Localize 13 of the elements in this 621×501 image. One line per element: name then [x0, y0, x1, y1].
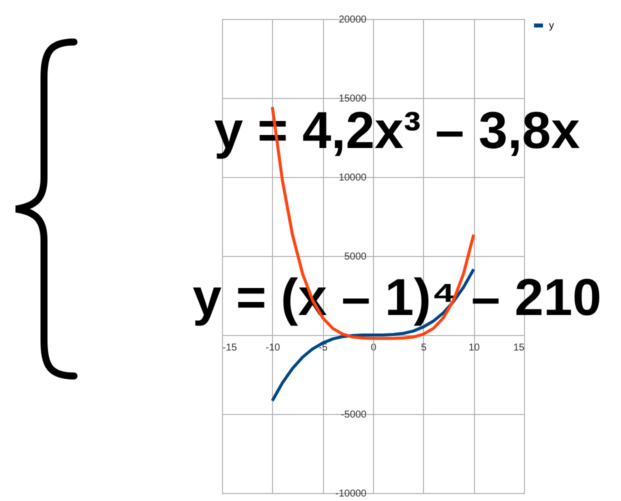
x-tick-label: -15	[222, 342, 238, 354]
x-tick-label: 5	[421, 342, 428, 354]
y-tick-label: 15000	[338, 94, 367, 104]
x-tick-label: 15	[513, 342, 525, 354]
y-tick-label: -5000	[340, 410, 367, 420]
y-tick-label: 10000	[338, 172, 367, 184]
y-tick-label: -10000	[335, 488, 367, 500]
x-tick-label: 10	[468, 342, 480, 354]
legend-label: y	[549, 20, 554, 32]
x-tick-label: -10	[266, 342, 280, 354]
y-tick-label: 5000	[344, 252, 367, 262]
y-tick-label: 20000	[338, 14, 367, 26]
x-tick-label: -5	[318, 342, 328, 354]
